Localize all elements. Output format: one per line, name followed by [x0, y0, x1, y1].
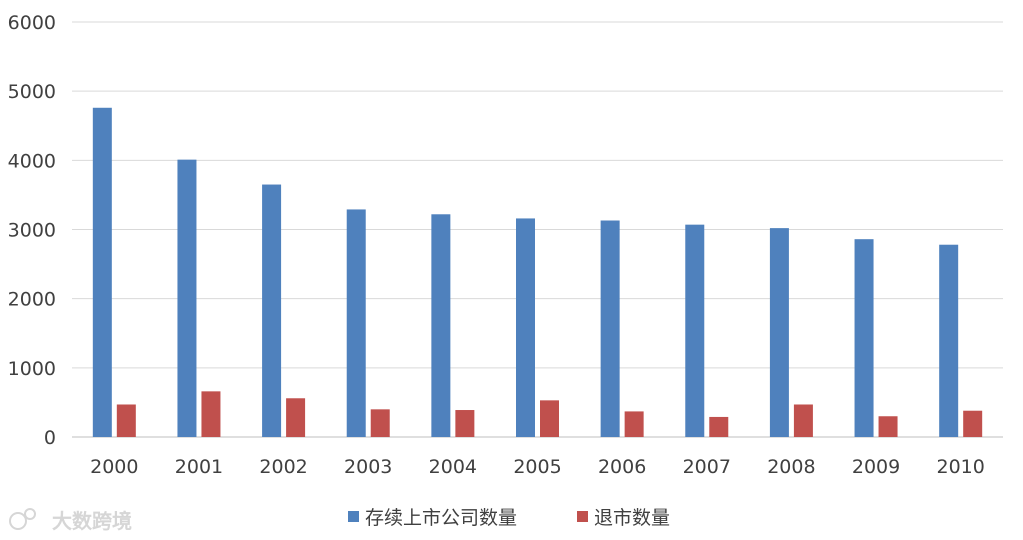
x-tick-label: 2006 [598, 456, 646, 478]
bar-listed-companies-2005 [516, 218, 535, 437]
bar-listed-companies-2010 [939, 244, 959, 437]
y-tick-label: 0 [44, 427, 56, 449]
bar-delisted-2000 [116, 404, 136, 437]
y-tick-label: 5000 [8, 81, 56, 103]
y-tick-label: 6000 [8, 12, 56, 34]
bar-listed-companies-2008 [769, 228, 789, 437]
bar-listed-companies-2009 [854, 239, 874, 437]
bar-listed-companies-2003 [346, 209, 366, 437]
bar-listed-companies-2001 [177, 159, 197, 437]
bar-listed-companies-2006 [600, 220, 620, 437]
watermark-text: 大数跨境 [52, 509, 132, 533]
legend-swatch [577, 511, 588, 522]
bar-listed-companies-2002 [262, 184, 282, 437]
bar-delisted-2001 [201, 391, 221, 437]
y-tick-label: 1000 [8, 358, 56, 380]
bar-delisted-2002 [286, 398, 306, 437]
legend-swatch [348, 511, 359, 522]
legend-label: 退市数量 [594, 507, 670, 529]
x-tick-label: 2009 [852, 456, 900, 478]
x-tick-label: 2002 [259, 456, 307, 478]
x-axis-ticks: 2000 2001 2002 2003 2004 2005 2006 2007 2008 2009… [90, 456, 985, 478]
bar-delisted-2007 [709, 416, 729, 437]
bar-delisted-2009 [878, 416, 898, 437]
bar-listed-companies-2000 [92, 107, 112, 438]
watermark-logo-icon [9, 508, 36, 530]
x-tick-label: 2008 [767, 456, 815, 478]
bar-listed-companies-2007 [685, 224, 705, 437]
bars [92, 107, 983, 438]
y-axis-ticks: 0 1000 2000 3000 4000 5000 6000 [8, 12, 56, 449]
watermark: 大数跨境 [9, 508, 132, 533]
y-tick-label: 2000 [8, 289, 56, 311]
x-tick-label: 2001 [175, 456, 223, 478]
x-tick-label: 2005 [513, 456, 561, 478]
y-tick-label: 4000 [8, 150, 56, 172]
bar-delisted-2006 [624, 411, 644, 437]
legend: 存续上市公司数量 退市数量 [348, 507, 670, 529]
x-tick-label: 2003 [344, 456, 392, 478]
y-tick-label: 3000 [8, 220, 56, 242]
gridlines [72, 21, 1003, 438]
bar-delisted-2010 [963, 410, 983, 437]
x-tick-label: 2004 [429, 456, 477, 478]
bar-delisted-2008 [793, 404, 813, 437]
bar-delisted-2003 [370, 409, 390, 437]
x-tick-label: 2010 [937, 456, 985, 478]
x-tick-label: 2007 [683, 456, 731, 478]
x-tick-label: 2000 [90, 456, 138, 478]
legend-label: 存续上市公司数量 [365, 507, 517, 529]
bar-listed-companies-2004 [431, 214, 451, 437]
bar-delisted-2005 [540, 400, 559, 437]
bar-delisted-2004 [455, 410, 475, 437]
